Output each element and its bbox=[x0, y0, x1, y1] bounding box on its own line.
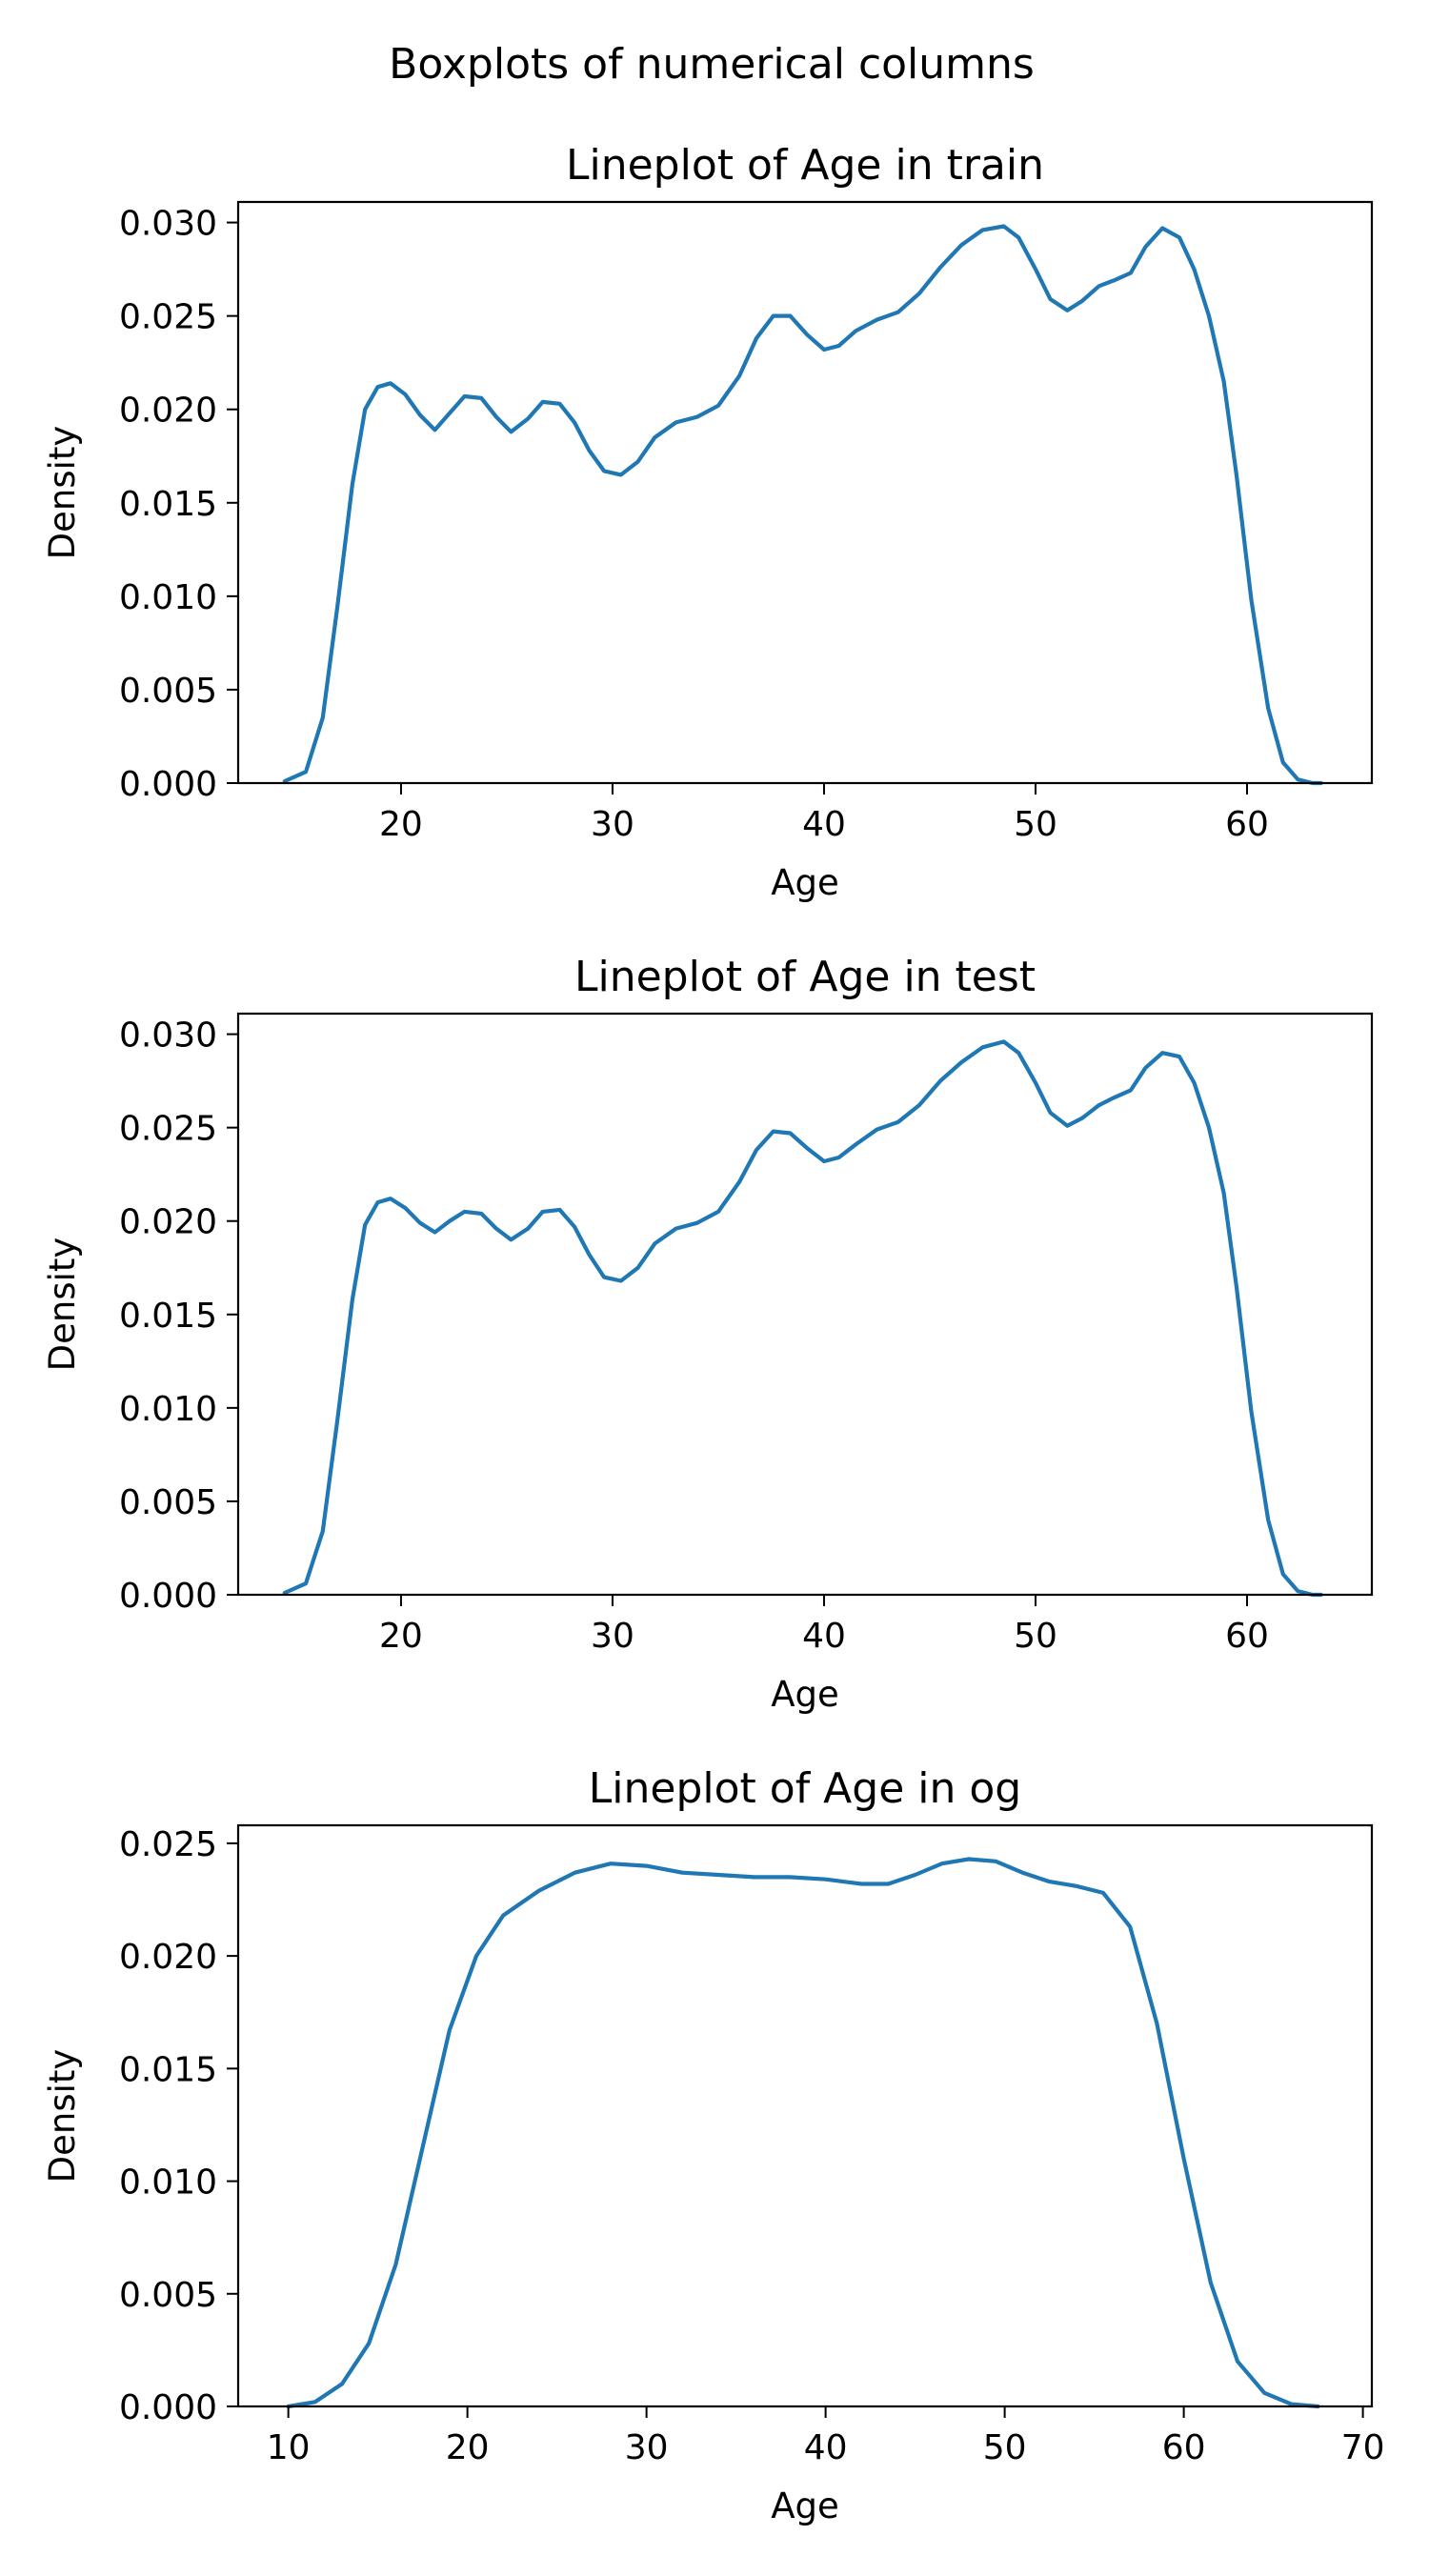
y-axis-label: Density bbox=[42, 1238, 83, 1372]
x-tick-label: 20 bbox=[379, 1617, 423, 1656]
x-tick-label: 40 bbox=[802, 1617, 846, 1656]
y-axis-label: Density bbox=[42, 2049, 83, 2184]
figure-suptitle: Boxplots of numerical columns bbox=[389, 40, 1035, 89]
y-tick-label: 0.015 bbox=[119, 1297, 217, 1336]
x-tick-label: 60 bbox=[1162, 2428, 1206, 2467]
y-tick-label: 0.010 bbox=[119, 2163, 217, 2203]
x-tick-label: 20 bbox=[379, 805, 423, 844]
y-tick-label: 0.020 bbox=[119, 1203, 217, 1242]
density-line bbox=[286, 1857, 1320, 2409]
y-tick-label: 0.010 bbox=[119, 578, 217, 617]
y-tick-label: 0.025 bbox=[119, 1825, 217, 1864]
y-tick-label: 0.010 bbox=[119, 1390, 217, 1429]
y-tick-label: 0.000 bbox=[119, 2388, 217, 2427]
x-tick-label: 30 bbox=[591, 1617, 634, 1656]
chart-3: Lineplot of Age in og 10 20 30 40 50 60 70 0.000… bbox=[42, 1764, 1385, 2526]
y-tick-label: 0.025 bbox=[119, 1110, 217, 1149]
y-tick-label: 0.025 bbox=[119, 298, 217, 337]
x-tick-label: 30 bbox=[625, 2428, 669, 2467]
plot-frame bbox=[236, 1823, 1374, 2408]
x-tick-label: 40 bbox=[802, 805, 846, 844]
chart-title: Lineplot of Age in og bbox=[589, 1764, 1021, 1813]
x-tick-label: 10 bbox=[267, 2428, 311, 2467]
x-tick-label: 70 bbox=[1341, 2428, 1385, 2467]
plot-frame bbox=[236, 1012, 1374, 1597]
x-axis-label: Age bbox=[771, 1674, 839, 1715]
y-axis-label: Density bbox=[42, 426, 83, 560]
y-tick-label: 0.030 bbox=[119, 205, 217, 244]
y-tick-label: 0.015 bbox=[119, 485, 217, 524]
y-tick-label: 0.005 bbox=[119, 2276, 217, 2315]
y-tick-label: 0.005 bbox=[119, 672, 217, 711]
x-tick-label: 40 bbox=[804, 2428, 848, 2467]
y-tick-label: 0.000 bbox=[119, 1577, 217, 1616]
y-tick-label: 0.020 bbox=[119, 392, 217, 431]
y-tick-label: 0.000 bbox=[119, 765, 217, 804]
density-line bbox=[282, 224, 1323, 786]
x-tick-label: 60 bbox=[1225, 805, 1269, 844]
x-tick-label: 50 bbox=[1014, 805, 1057, 844]
chart-2: Lineplot of Age in test 20 30 40 50 60 0.000 0.… bbox=[42, 953, 1374, 1715]
y-tick-label: 0.015 bbox=[119, 2050, 217, 2089]
y-tick-label: 0.020 bbox=[119, 1938, 217, 1977]
plot-frame bbox=[236, 200, 1374, 785]
chart-title: Lineplot of Age in test bbox=[574, 953, 1036, 1001]
x-tick-label: 20 bbox=[446, 2428, 490, 2467]
y-tick-label: 0.030 bbox=[119, 1016, 217, 1056]
x-tick-label: 60 bbox=[1225, 1617, 1269, 1656]
chart-1: Lineplot of Age in train 20 30 40 50 60 0.000 0… bbox=[42, 141, 1374, 903]
x-tick-label: 50 bbox=[983, 2428, 1027, 2467]
x-tick-label: 30 bbox=[591, 805, 634, 844]
density-line bbox=[282, 1039, 1323, 1598]
y-tick-label: 0.005 bbox=[119, 1483, 217, 1522]
x-axis-label: Age bbox=[771, 862, 839, 903]
x-axis-label: Age bbox=[771, 2485, 839, 2526]
chart-title: Lineplot of Age in train bbox=[566, 141, 1044, 190]
x-tick-label: 50 bbox=[1014, 1617, 1057, 1656]
